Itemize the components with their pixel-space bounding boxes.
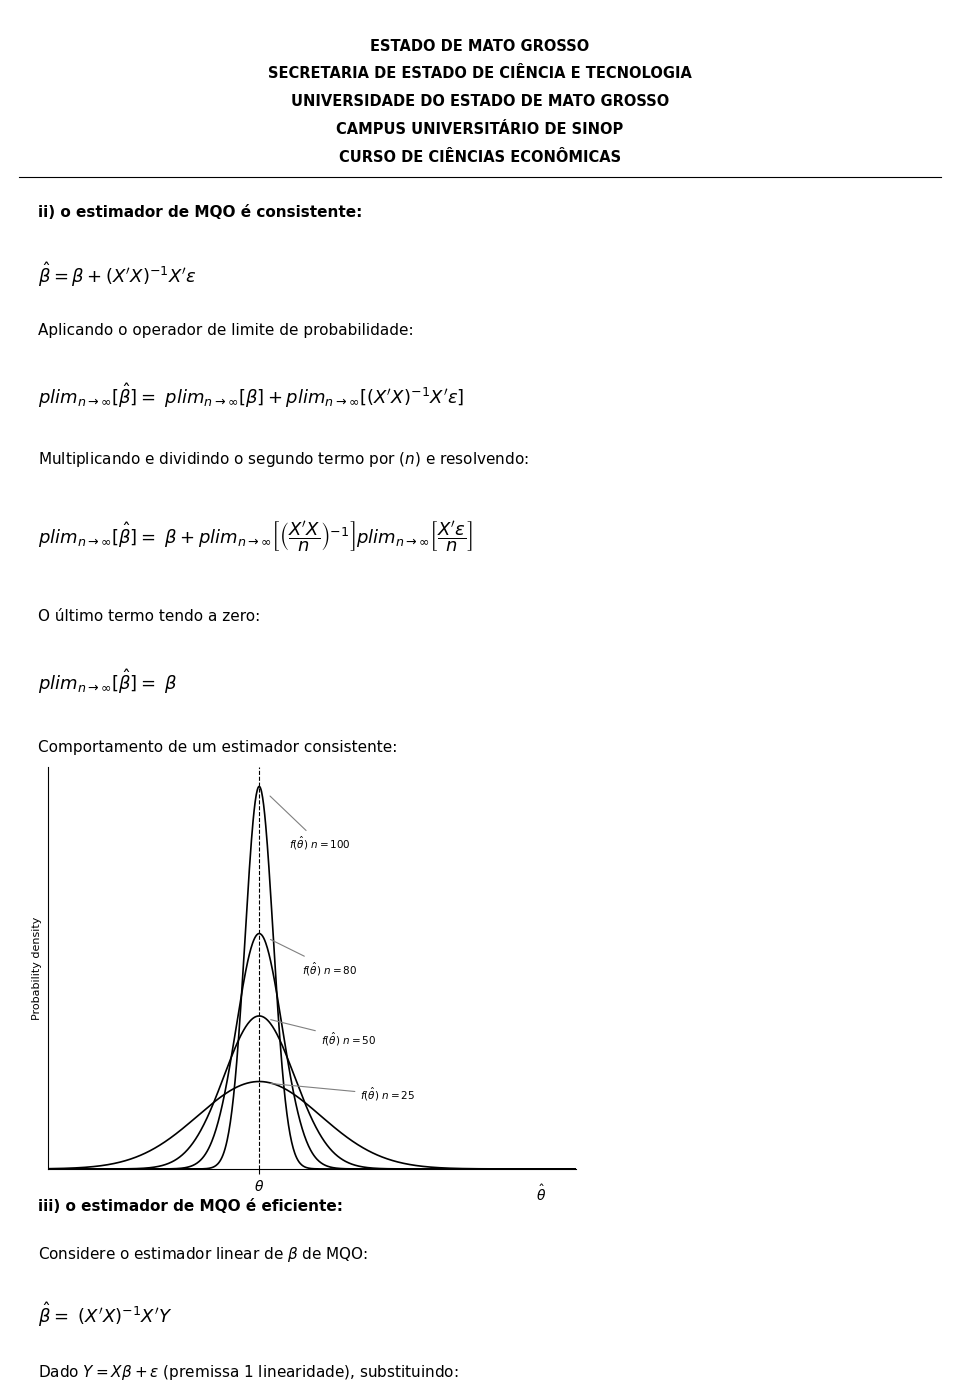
Text: Comportamento de um estimador consistente:: Comportamento de um estimador consistent…: [38, 740, 397, 755]
Text: $\hat{\beta} = \ (X'X)^{-1}X'Y$: $\hat{\beta} = \ (X'X)^{-1}X'Y$: [38, 1301, 173, 1330]
Y-axis label: Probability density: Probability density: [33, 917, 42, 1019]
Text: UNIVERSIDADE DO ESTADO DE MATO GROSSO: UNIVERSIDADE DO ESTADO DE MATO GROSSO: [291, 94, 669, 109]
Text: $f(\hat{\theta})\ n=80$: $f(\hat{\theta})\ n=80$: [271, 939, 357, 978]
Text: Aplicando o operador de limite de probabilidade:: Aplicando o operador de limite de probab…: [38, 323, 414, 338]
Text: CAMPUS UNIVERSITÁRIO DE SINOP: CAMPUS UNIVERSITÁRIO DE SINOP: [336, 122, 624, 137]
Text: Multiplicando e dividindo o segundo termo por $(n)$ e resolvendo:: Multiplicando e dividindo o segundo term…: [38, 450, 529, 470]
Text: $plim_{n\rightarrow\infty}[\hat{\beta}] = \ \beta + plim_{n\rightarrow\infty}\le: $plim_{n\rightarrow\infty}[\hat{\beta}] …: [38, 519, 473, 554]
Text: $f(\hat{\theta})\ n=25$: $f(\hat{\theta})\ n=25$: [271, 1083, 416, 1104]
Text: $plim_{n\rightarrow\infty}[\hat{\beta}] = \ plim_{n\rightarrow\infty}[\beta] + p: $plim_{n\rightarrow\infty}[\hat{\beta}] …: [38, 381, 465, 410]
Text: CURSO DE CIÊNCIAS ECONÔMICAS: CURSO DE CIÊNCIAS ECONÔMICAS: [339, 150, 621, 165]
Text: $\hat{\beta} = \beta + (X'X)^{-1}X'\varepsilon$: $\hat{\beta} = \beta + (X'X)^{-1}X'\vare…: [38, 260, 198, 289]
Text: O último termo tendo a zero:: O último termo tendo a zero:: [38, 609, 261, 625]
Text: $\hat{\theta}$: $\hat{\theta}$: [536, 1184, 546, 1204]
Text: ii) o estimador de MQO é consistente:: ii) o estimador de MQO é consistente:: [38, 205, 363, 220]
Text: ESTADO DE MATO GROSSO: ESTADO DE MATO GROSSO: [371, 39, 589, 54]
Text: Considere o estimador linear de $\beta$ de MQO:: Considere o estimador linear de $\beta$ …: [38, 1245, 369, 1265]
Text: $plim_{n\rightarrow\infty}[\hat{\beta}] = \ \beta$: $plim_{n\rightarrow\infty}[\hat{\beta}] …: [38, 668, 179, 697]
Text: SECRETARIA DE ESTADO DE CIÊNCIA E TECNOLOGIA: SECRETARIA DE ESTADO DE CIÊNCIA E TECNOL…: [268, 66, 692, 82]
Text: $f(\hat{\theta})\ n=50$: $f(\hat{\theta})\ n=50$: [271, 1019, 376, 1047]
Text: $f(\hat{\theta})\ n=100$: $f(\hat{\theta})\ n=100$: [270, 796, 351, 853]
Text: Dado $Y = X\beta + \varepsilon$ (premissa 1 linearidade), substituindo:: Dado $Y = X\beta + \varepsilon$ (premiss…: [38, 1363, 459, 1382]
Text: iii) o estimador de MQO é eficiente:: iii) o estimador de MQO é eficiente:: [38, 1199, 344, 1215]
